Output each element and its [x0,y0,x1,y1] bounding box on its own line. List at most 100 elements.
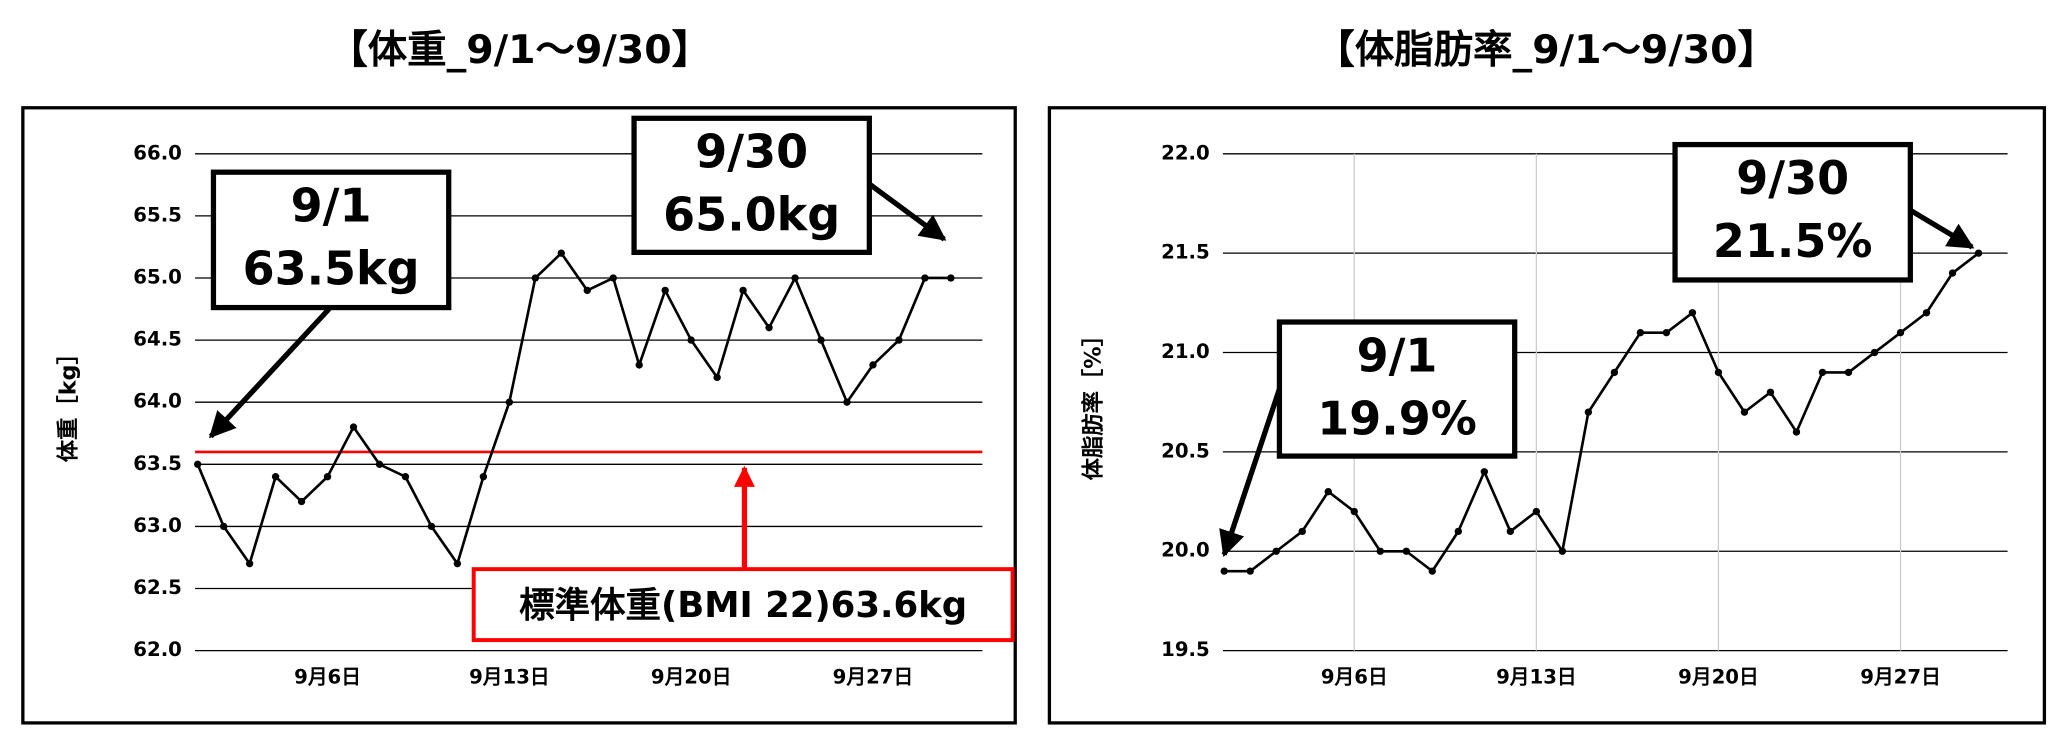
data-point [219,522,228,531]
data-point [1740,408,1749,416]
annotation-text: 9/1 [291,178,372,232]
data-point [1402,547,1410,555]
data-point [245,559,254,568]
y-tick-label: 20.0 [1161,539,1210,562]
y-tick-label: 62.0 [133,638,182,661]
data-point [531,274,539,282]
data-point [1870,348,1879,357]
data-point [1584,408,1593,416]
data-point [427,522,436,531]
data-line [196,251,951,567]
data-point [1662,328,1671,337]
data-point [1272,547,1280,555]
x-tick-label: 9月27日 [833,666,914,689]
reference-label: 標準体重(BMI 22)63.6kg [519,585,967,626]
data-point [1506,527,1515,536]
y-tick-label: 65.0 [133,265,182,288]
data-point [479,473,488,481]
data-point [505,398,514,406]
data-point [401,473,410,481]
annotation-arrow [208,307,332,439]
annotation-text: 65.0kg [663,188,840,242]
x-tick-label: 9月13日 [469,666,550,689]
data-point [1818,368,1827,377]
data-line [1224,252,1980,574]
x-tick-label: 9月13日 [1496,666,1577,689]
y-tick-label: 65.5 [133,203,182,226]
annotation-arrow [1908,208,1975,250]
data-point [1532,507,1541,516]
y-tick-label: 21.5 [1161,241,1210,264]
data-point [1454,527,1463,536]
data-point [609,274,617,282]
data-point [1792,428,1801,436]
data-point [791,274,799,282]
data-point [843,398,851,406]
data-point [1376,547,1384,555]
x-tick-label: 9月6日 [1321,666,1388,689]
data-point [1896,328,1905,337]
data-point [1844,368,1853,377]
data-point [1714,368,1723,377]
chart-title: 【体重_9/1〜9/30】 [328,27,711,73]
data-point [895,336,903,344]
data-point [453,559,462,568]
y-tick-label: 20.5 [1161,439,1210,462]
data-point [1298,527,1306,536]
x-tick-label: 9月20日 [651,666,732,689]
data-point [583,286,591,295]
chart-frame [21,106,1017,725]
data-point [1428,567,1436,575]
annotation-box [1276,319,1518,459]
y-tick-label: 63.5 [133,452,182,475]
y-tick-label: 19.5 [1161,638,1210,661]
data-point [1766,388,1775,396]
chart-title: 【体脂肪率_9/1〜9/30】 [1315,27,1777,73]
reference-label-box [471,567,1015,643]
data-point [1246,567,1254,575]
data-point [661,286,669,295]
data-point [557,249,565,257]
annotation-box [210,169,452,311]
data-point [713,373,721,382]
annotation-text: 9/30 [1736,151,1849,205]
data-point [297,497,306,506]
annotation-text: 63.5kg [243,242,420,296]
annotation-box [631,115,872,255]
annotation-text: 21.5% [1713,214,1873,268]
x-tick-label: 9月6日 [294,666,361,689]
data-point [635,361,643,369]
data-point [1688,309,1697,317]
data-point [349,423,358,431]
data-point [921,274,929,282]
annotation-text: 9/1 [1357,328,1438,382]
x-tick-label: 9月27日 [1860,666,1941,689]
data-point [1324,487,1332,496]
y-tick-label: 63.0 [133,514,182,537]
data-point [739,286,747,295]
x-tick-label: 9月20日 [1678,666,1759,689]
data-point [375,460,384,468]
data-point [271,473,280,481]
y-axis-label: 体脂肪率［%］ [1080,324,1107,480]
data-point [869,361,877,369]
data-point [1350,507,1358,516]
data-point [1948,269,1957,277]
data-point [817,336,825,344]
data-point [1922,309,1931,317]
y-tick-label: 62.5 [133,576,182,599]
data-point [1636,328,1645,337]
data-point [1480,468,1489,476]
data-point [687,336,695,344]
annotation-arrow [867,181,947,242]
annotation-text: 9/30 [695,125,808,179]
annotation-arrow [1219,380,1285,558]
data-point [1974,249,1983,257]
data-point [1220,567,1228,575]
data-point [193,460,202,468]
y-tick-label: 64.5 [133,328,182,351]
data-point [765,323,773,332]
data-point [1558,547,1567,555]
data-point [1610,368,1619,377]
